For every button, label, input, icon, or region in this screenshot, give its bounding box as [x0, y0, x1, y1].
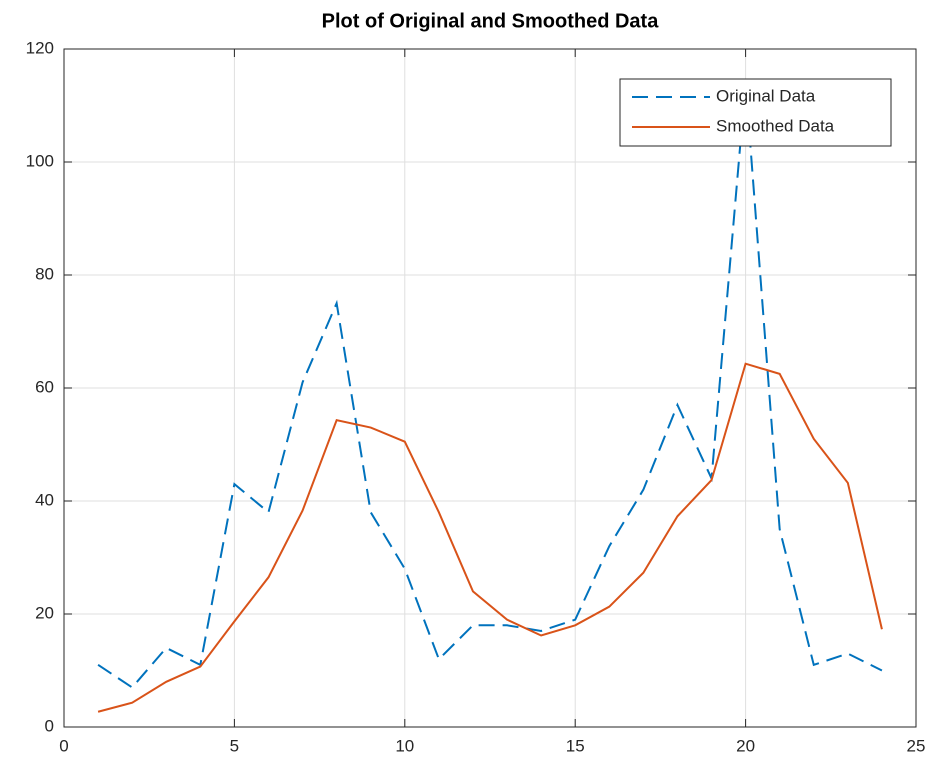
y-tick-label: 20	[35, 603, 54, 622]
y-tick-label: 40	[35, 490, 54, 509]
y-tick-label: 100	[26, 151, 54, 170]
axes-box	[63, 48, 917, 728]
x-tick-label: 20	[736, 736, 755, 755]
legend-box	[619, 78, 892, 147]
data-line	[97, 362, 883, 713]
x-tick-label: 15	[566, 736, 585, 755]
legend-label: Original Data	[716, 86, 816, 105]
x-tick-label: 25	[907, 736, 926, 755]
y-tick-label: 80	[35, 264, 54, 283]
x-tick-label: 0	[59, 736, 68, 755]
x-tick-label: 5	[230, 736, 239, 755]
x-tick-label: 10	[395, 736, 414, 755]
y-tick-label: 120	[26, 38, 54, 57]
y-tick-label: 60	[35, 377, 54, 396]
chart-title: Plot of Original and Smoothed Data	[322, 10, 660, 32]
legend-label: Smoothed Data	[716, 116, 835, 135]
data-line	[97, 82, 883, 689]
y-tick-label: 0	[45, 716, 54, 735]
